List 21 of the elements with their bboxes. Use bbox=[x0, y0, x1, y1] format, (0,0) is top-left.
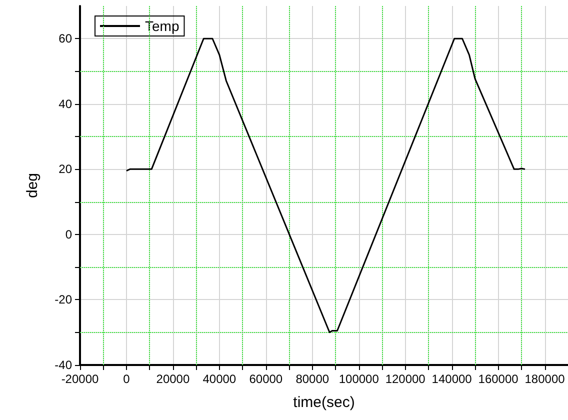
x-tick-label: 20000 bbox=[156, 372, 190, 386]
x-tick-label: 180000 bbox=[524, 372, 566, 386]
x-tick-label: 40000 bbox=[202, 372, 236, 386]
y-axis-title: deg bbox=[24, 172, 41, 198]
x-tick-label: 100000 bbox=[338, 372, 380, 386]
x-axis-title: time(sec) bbox=[293, 394, 355, 411]
x-tick-label: 60000 bbox=[249, 372, 283, 386]
x-tick-label: 80000 bbox=[296, 372, 330, 386]
x-tick-label: 0 bbox=[123, 372, 130, 386]
x-tick-label: 120000 bbox=[385, 372, 426, 386]
line-series bbox=[126, 38, 526, 334]
x-tick-label: -20000 bbox=[61, 372, 100, 386]
y-tick-label: 60 bbox=[58, 32, 72, 46]
x-tick-label: 140000 bbox=[432, 372, 472, 386]
x-tick-label: 160000 bbox=[478, 372, 519, 386]
y-tick-label: 40 bbox=[58, 96, 72, 111]
y-tick-label: -40 bbox=[54, 358, 72, 372]
y-tick-label: -20 bbox=[54, 292, 72, 307]
legend-label: Temp bbox=[145, 18, 180, 34]
y-tick-label: 0 bbox=[65, 227, 72, 242]
y-tick-label: 20 bbox=[58, 162, 72, 176]
